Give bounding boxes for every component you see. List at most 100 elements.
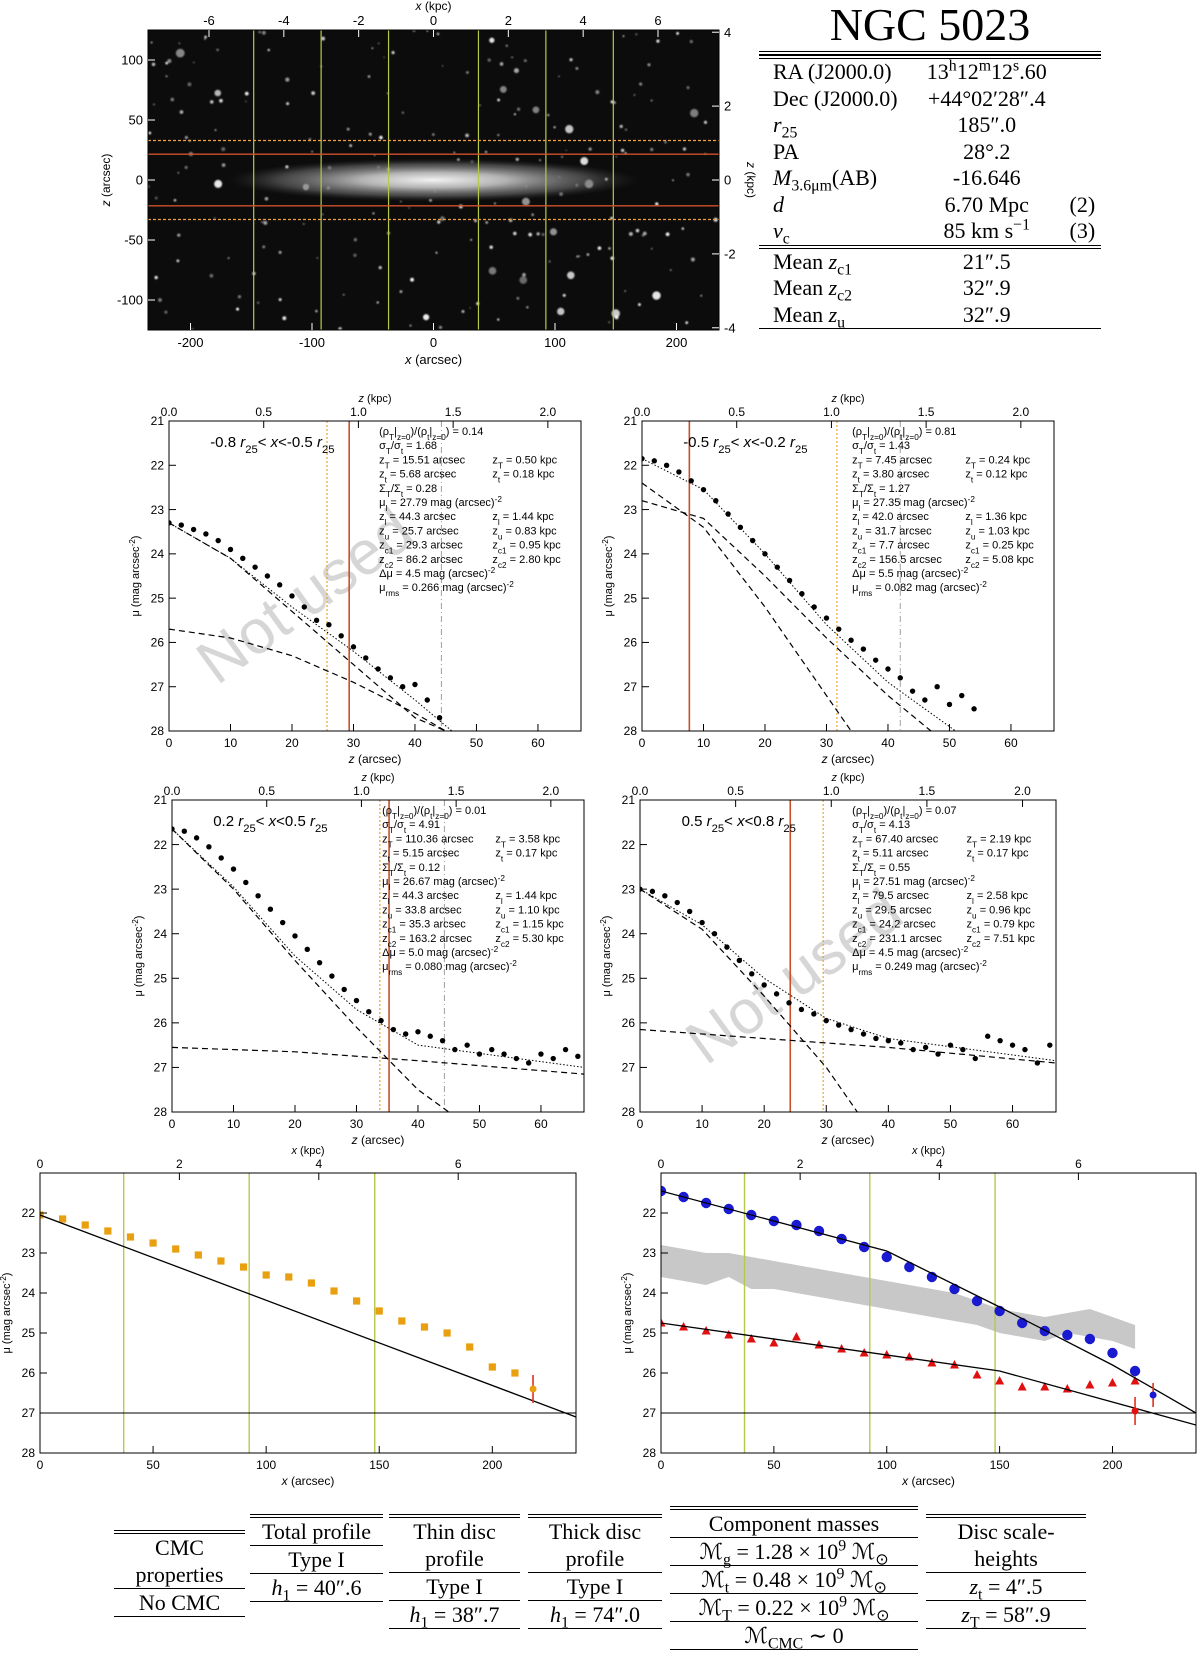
- text-part: x: [270, 434, 279, 451]
- tick-label: 1.0: [823, 405, 840, 419]
- y-axis-label: μ (mag arcsec-2): [620, 1273, 635, 1354]
- profile-triangle: [701, 1326, 711, 1335]
- profile-point: [427, 1033, 433, 1039]
- profile-point: [436, 715, 443, 721]
- star: [165, 75, 168, 78]
- profile-point: [711, 931, 718, 937]
- tick-label: 2: [797, 1157, 804, 1171]
- text-part: = 35.3 arcsec: [396, 919, 466, 931]
- text-part: = 0.25 kpc: [980, 540, 1035, 552]
- text-part: 9: [839, 1593, 848, 1611]
- tick-label: 0: [637, 1117, 644, 1131]
- star: [499, 85, 507, 93]
- text-part: T: [858, 840, 863, 849]
- thick-disc-fit: [172, 1046, 584, 1075]
- text-part: = 0.17 kpc: [974, 848, 1029, 860]
- text-part: -2: [980, 959, 988, 968]
- text-part: l: [385, 518, 387, 527]
- info-label: vc: [759, 218, 918, 247]
- text-part: ℳ: [844, 1567, 874, 1592]
- fit-note: zl = 42.0 arcsec: [852, 511, 929, 527]
- text-part: t: [501, 854, 504, 863]
- fit-note: zc2 = 231.1 arcsec: [852, 933, 942, 949]
- profile-point: [363, 655, 369, 661]
- text-part: t: [427, 433, 430, 442]
- fit-note: zT = 0.24 kpc: [965, 454, 1030, 470]
- text-part: u: [501, 911, 506, 920]
- tick-label: 40: [881, 736, 895, 750]
- tick-label: 25: [151, 591, 165, 605]
- star: [686, 86, 690, 90]
- star: [338, 326, 342, 330]
- star: [237, 295, 242, 299]
- text-part: z: [967, 890, 973, 902]
- text-part: z: [495, 848, 501, 860]
- text-part: (arcsec): [411, 352, 462, 367]
- star: [478, 104, 481, 107]
- x2-axis-label: z (kpc): [831, 772, 865, 784]
- star: [441, 65, 444, 67]
- tick-label: 4: [315, 1157, 322, 1171]
- text-part: T: [859, 489, 864, 498]
- text-part: z: [99, 200, 113, 207]
- profile-point: [885, 666, 891, 672]
- star: [624, 290, 626, 292]
- plot-frame: [171, 799, 585, 1113]
- fit-note: Δμ = 5.5 mag (arcsec)-2: [852, 566, 968, 581]
- tick-label: 1.5: [448, 784, 465, 798]
- text-part: Δμ = 4.5 mag (arcsec): [379, 568, 488, 580]
- fit-note: zc2 = 5.08 kpc: [965, 554, 1034, 570]
- profile-point: [215, 537, 221, 544]
- text-part: h: [409, 1602, 421, 1627]
- tick-label: 0: [136, 173, 143, 188]
- profile-triangle: [1107, 1378, 1117, 1387]
- info-label: Dec (J2000.0): [773, 85, 898, 111]
- fit-note: ΣT/Σt = 0.28: [379, 483, 437, 499]
- star: [311, 150, 313, 153]
- fit-note: zl = 2.58 kpc: [967, 890, 1029, 906]
- galaxy-title: NGC 5023: [759, 0, 1101, 55]
- star: [558, 75, 560, 78]
- star: [311, 91, 316, 96]
- text-part: 25: [245, 444, 258, 456]
- profile-square: [262, 1271, 270, 1279]
- tick-label: 10: [695, 1117, 709, 1131]
- star: [681, 227, 685, 230]
- summary-header: Thin disc profile: [389, 1518, 520, 1573]
- text-part: c1: [858, 546, 867, 555]
- tick-label: 28: [624, 724, 638, 738]
- text-part: (kpc): [364, 393, 392, 405]
- fit-note: ΣT/Σt = 1.27: [852, 483, 910, 499]
- star: [302, 223, 305, 225]
- text-part: = 27.51 mag (arcsec): [860, 876, 967, 888]
- star: [650, 247, 653, 250]
- star: [633, 94, 636, 96]
- star: [192, 61, 195, 64]
- text-part: z: [965, 511, 971, 523]
- profile-point: [835, 1022, 842, 1028]
- text-part: x: [415, 0, 423, 13]
- fit-note: zT = 7.45 arcsec: [852, 454, 932, 470]
- y-axis-label: μ (mag arcsec-2): [601, 536, 616, 617]
- text-part: μ: [379, 582, 385, 594]
- profile-square: [307, 1279, 315, 1287]
- star: [531, 213, 534, 216]
- star: [641, 233, 645, 237]
- tick-label: 1.0: [350, 405, 367, 419]
- profile-point: [190, 526, 197, 533]
- info-label: r25: [759, 112, 918, 141]
- text-part: z: [382, 933, 388, 945]
- tick-label: 30: [347, 736, 361, 750]
- tick-label: 50: [470, 736, 484, 750]
- text-part: = 79.5 arcsec: [860, 890, 930, 902]
- text-part: z: [379, 511, 385, 523]
- text-part: z: [967, 933, 973, 945]
- text-part: z: [382, 919, 388, 931]
- star: [469, 307, 471, 309]
- profile-square: [104, 1227, 112, 1235]
- star: [682, 147, 687, 151]
- star: [539, 159, 542, 162]
- info-row: Mean zc1 21″.5: [759, 244, 1101, 277]
- star: [526, 306, 529, 309]
- profile-point: [674, 899, 680, 906]
